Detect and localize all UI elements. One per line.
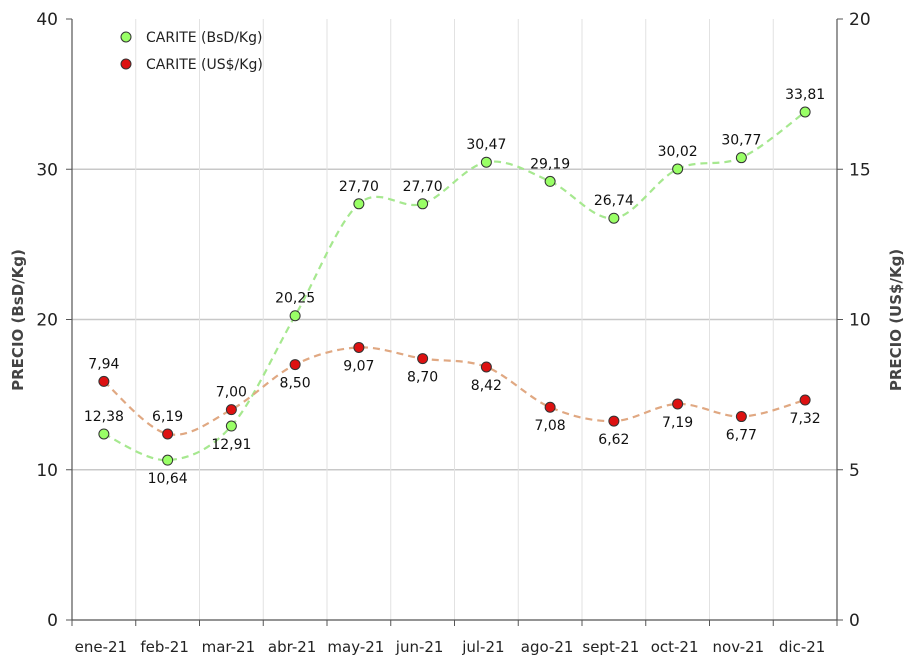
data-point [162,454,174,466]
data-label: 6,62 [598,432,629,448]
data-point [799,394,811,406]
x-tick-label: abr-21 [268,638,316,656]
data-label: 27,70 [403,179,443,195]
y-tick-label-right: 10 [849,311,871,331]
x-tick-label: jul-21 [461,638,504,656]
series-points [98,106,811,466]
data-point [98,428,110,440]
data-point [225,404,237,416]
data-point [162,428,174,440]
data-point [544,175,556,187]
data-labels: 12,38 10,64 12,91 20,25 27,70 27,70 30,47 29,19… [84,87,825,487]
data-label: 7,08 [535,418,566,434]
y-axis-right-title: PRECIO (US$/Kg) [887,249,905,391]
data-label: 9,07 [343,358,374,374]
legend-marker-bsd [120,31,132,43]
data-point [417,198,429,210]
x-tick-label: sept-21 [582,638,639,656]
x-axis-ticks: ene-21 feb-21 mar-21 abr-21 may-21 jun-21 jul-… [75,638,826,656]
data-label: 27,70 [339,179,379,195]
data-label: 12,91 [211,437,251,453]
data-point [417,353,429,365]
data-point [480,361,492,373]
data-label: 30,02 [658,144,698,160]
x-tick-label: mar-21 [202,638,256,656]
data-label: 8,42 [471,378,502,394]
data-point [225,420,237,432]
data-point [353,341,365,353]
data-label: 29,19 [530,156,570,172]
data-point [672,398,684,410]
data-label: 7,94 [88,356,119,372]
data-label: 30,47 [466,137,506,153]
data-label: 6,19 [152,409,183,425]
data-point [98,375,110,387]
data-point [735,411,747,423]
axes [66,18,843,626]
x-tick-label: feb-21 [140,638,189,656]
y-tick-label-left: 30 [36,160,58,180]
x-tick-label: ago-21 [521,638,574,656]
y-tick-label-right: 20 [849,10,871,30]
data-point [608,415,620,427]
y-tick-label-left: 40 [36,10,58,30]
data-point [672,163,684,175]
data-point [608,212,620,224]
legend-marker-usd [120,58,132,70]
x-tick-label: dic-21 [779,638,825,656]
data-label: 33,81 [785,87,825,103]
y-tick-label-right: 15 [849,160,871,180]
x-grid-lines [135,19,774,620]
data-point [289,359,301,371]
legend-label-bsd: CARITE (BsD/Kg) [146,30,262,46]
x-tick-label: ene-21 [75,638,127,656]
y-tick-label-left: 10 [36,461,58,481]
y-tick-label-right: 5 [849,461,860,481]
y-axis-left-ticks: 0 10 20 30 40 [36,10,58,631]
data-label: 12,38 [84,409,124,425]
y-axis-right-ticks: 0 5 10 15 20 [849,10,871,631]
y-tick-label-right: 0 [849,611,860,631]
data-label: 7,19 [662,415,693,431]
data-point [289,310,301,322]
data-point [353,198,365,210]
y-tick-label-left: 0 [47,611,58,631]
legend: CARITE (BsD/Kg) CARITE (US$/Kg) [120,30,263,73]
data-point [544,401,556,413]
data-point [799,106,811,118]
x-tick-label: oct-21 [651,638,699,656]
x-tick-label: jun-21 [395,638,444,656]
data-label: 10,64 [148,471,188,487]
data-label: 7,00 [216,385,247,401]
data-label: 26,74 [594,193,634,209]
data-label: 8,50 [280,376,311,392]
x-tick-label: may-21 [327,638,384,656]
legend-label-usd: CARITE (US$/Kg) [146,57,263,73]
data-point [480,156,492,168]
y-tick-label-left: 20 [36,311,58,331]
y-axis-left-title: PRECIO (BsD/Kg) [9,249,27,391]
data-label: 7,32 [790,411,821,427]
data-label: 6,77 [726,428,757,444]
data-point [735,152,747,164]
data-label: 8,70 [407,370,438,386]
x-tick-label: nov-21 [713,638,765,656]
data-label: 30,77 [721,133,761,149]
data-label: 20,25 [275,291,315,307]
